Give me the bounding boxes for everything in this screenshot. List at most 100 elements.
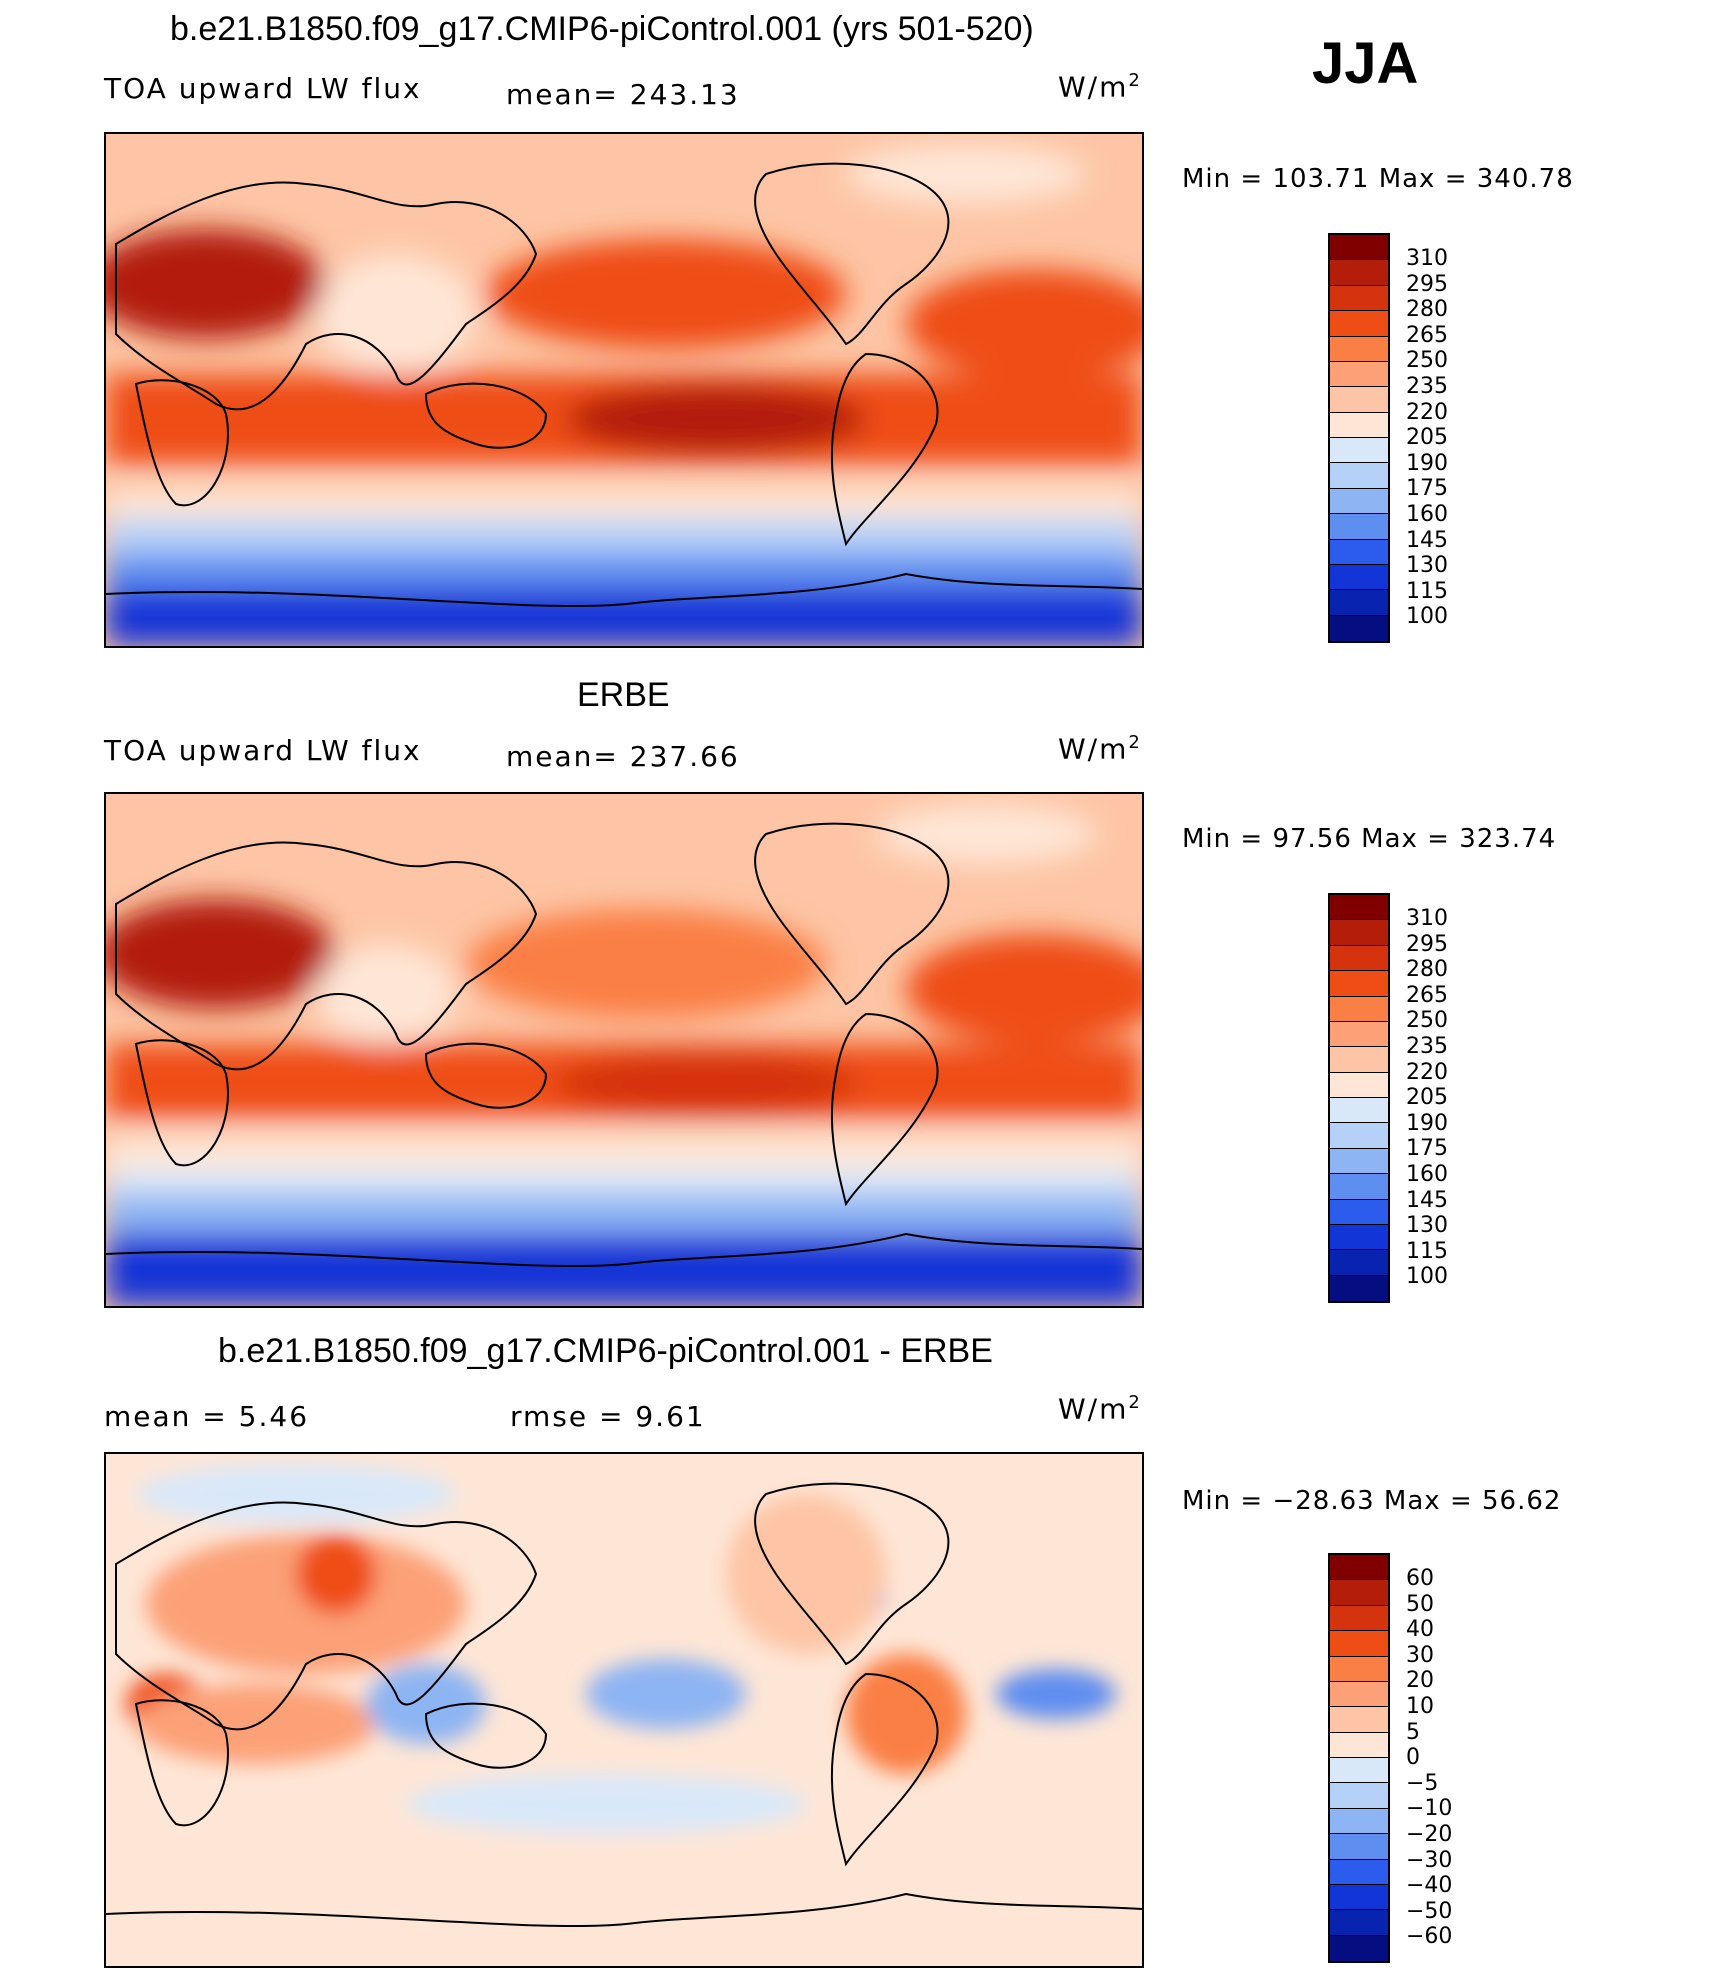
panel2-colorbar-label: 190 [1406,1110,1448,1136]
panel1-colorbar-cell [1330,285,1388,312]
panel2-colorbar-label: 220 [1406,1059,1448,1085]
panel2-units: W/m2 [1058,732,1142,765]
panel1-colorbar-label: 190 [1406,450,1448,476]
panel2-colorbar-label: 100 [1406,1264,1448,1290]
panel1-mean: mean= 243.13 [506,78,740,111]
panel1-colorbar-cell [1330,260,1388,286]
panel1-colorbar-cell [1330,463,1388,489]
panel3-colorbar-cell [1330,1808,1388,1835]
panel3-title: b.e21.B1850.f09_g17.CMIP6-piControl.001 … [218,1332,993,1370]
panel1-colorbar-label: 100 [1406,604,1448,630]
panel1-colorbar-label: 310 [1406,246,1448,271]
panel2-variable: TOA upward LW flux [104,734,422,767]
units-text: W/m [1058,70,1129,104]
panel3-colorbar-label: −10 [1406,1796,1453,1822]
panel1-colorbar-cell [1330,438,1388,464]
panel2-colorbar-cell [1330,1174,1388,1200]
panel3-colorbar-cell [1330,1656,1388,1682]
panel3-colorbar [1328,1553,1390,1963]
panel3-colorbar-label: 50 [1406,1591,1434,1617]
panel3-colorbar-label: −5 [1406,1770,1439,1796]
panel1-units: W/m2 [1058,70,1142,103]
panel1-colorbar-label: 205 [1406,425,1448,451]
panel1-colorbar-cell [1330,336,1388,362]
panel3-rmse: rmse = 9.61 [510,1400,706,1433]
panel3-colorbar-label: −30 [1406,1847,1453,1873]
panel3-colorbar-cell [1330,1707,1388,1733]
units-text: W/m [1058,1392,1129,1426]
panel1-colorbar [1328,233,1390,643]
panel1-colorbar-cell [1330,387,1388,413]
panel2-map [104,792,1144,1308]
panel3-colorbar-cell [1330,1910,1388,1936]
panel2-title: ERBE [577,676,670,714]
panel2-minmax: Min = 97.56 Max = 323.74 [1182,824,1557,854]
panel2-colorbar-label: 175 [1406,1136,1448,1162]
panel3-colorbar-label: −60 [1406,1924,1453,1950]
panel2-colorbar-cell [1330,1250,1388,1276]
panel3-colorbar-cell [1330,1884,1388,1911]
season-label: JJA [1312,31,1419,96]
panel1-colorbar-label: 130 [1406,553,1448,579]
panel2-colorbar-cell [1330,1275,1388,1301]
panel2-colorbar-cell [1330,1072,1388,1098]
panel2-colorbar-label: 265 [1406,982,1448,1008]
panel1-minmax: Min = 103.71 Max = 340.78 [1182,164,1574,194]
panel2-colorbar-label: 250 [1406,1008,1448,1034]
panel1-variable: TOA upward LW flux [104,72,422,105]
panel3-units: W/m2 [1058,1392,1142,1425]
panel3-colorbar-cell [1330,1681,1388,1708]
panel2-colorbar-label: 130 [1406,1213,1448,1239]
panel1-colorbar-label: 295 [1406,271,1448,297]
panel2-colorbar-cell [1330,1098,1388,1124]
panel3-colorbar-label: 30 [1406,1642,1434,1668]
panel3-colorbar-label: 40 [1406,1617,1434,1643]
panel2-colorbar-label: 310 [1406,906,1448,931]
panel3-colorbar-cell [1330,1732,1388,1758]
panel1-colorbar-cell [1330,564,1388,591]
panel1-colorbar-cell [1330,361,1388,388]
panel3-colorbar-label: 5 [1406,1719,1420,1745]
panel3-minmax: Min = −28.63 Max = 56.62 [1182,1486,1562,1516]
panel1-colorbar-cell [1330,412,1388,438]
units-sup: 2 [1128,732,1142,753]
panel1-map-graphic [106,134,1142,646]
panel1-colorbar-label: 160 [1406,502,1448,527]
panel2-colorbar-cell [1330,1148,1388,1175]
panel1-colorbar-label: 280 [1406,297,1448,323]
units-text: W/m [1058,732,1129,766]
panel3-colorbar-cell [1330,1631,1388,1657]
panel3-colorbar-cell [1330,1935,1388,1961]
panel3-colorbar-cell [1330,1859,1388,1885]
panel1-colorbar-label: 175 [1406,476,1448,502]
panel2-colorbar-cell [1330,895,1388,921]
panel1-colorbar-label: 265 [1406,322,1448,348]
panel2-colorbar-cell [1330,1021,1388,1048]
panel3-colorbar-cell [1330,1783,1388,1809]
panel2-colorbar-label: 295 [1406,931,1448,957]
panel2-colorbar-label: 145 [1406,1187,1448,1213]
panel2-colorbar-cell [1330,996,1388,1022]
panel2-colorbar-cell [1330,1123,1388,1149]
panel2-colorbar-label: 115 [1406,1238,1448,1264]
panel3-colorbar-cell [1330,1605,1388,1632]
panel3-colorbar-label: 10 [1406,1694,1434,1719]
panel3-map [104,1452,1144,1968]
panel2-colorbar-cell [1330,945,1388,972]
panel2-colorbar [1328,893,1390,1303]
panel2-colorbar-cell [1330,1047,1388,1073]
panel1-colorbar-cell [1330,615,1388,641]
panel2-colorbar-cell [1330,1199,1388,1225]
panel2-map-graphic [106,794,1142,1306]
panel1-title: b.e21.B1850.f09_g17.CMIP6-piControl.001 … [170,10,1034,48]
panel1-colorbar-label: 220 [1406,399,1448,425]
panel1-colorbar-label: 235 [1406,374,1448,399]
panel2-mean: mean= 237.66 [506,740,740,773]
panel1-colorbar-cell [1330,539,1388,565]
panel3-colorbar-cell [1330,1834,1388,1860]
panel1-colorbar-label: 115 [1406,578,1448,604]
panel1-colorbar-cell [1330,235,1388,261]
units-sup: 2 [1128,1392,1142,1413]
panel3-colorbar-label: 60 [1406,1566,1434,1591]
units-sup: 2 [1128,70,1142,91]
